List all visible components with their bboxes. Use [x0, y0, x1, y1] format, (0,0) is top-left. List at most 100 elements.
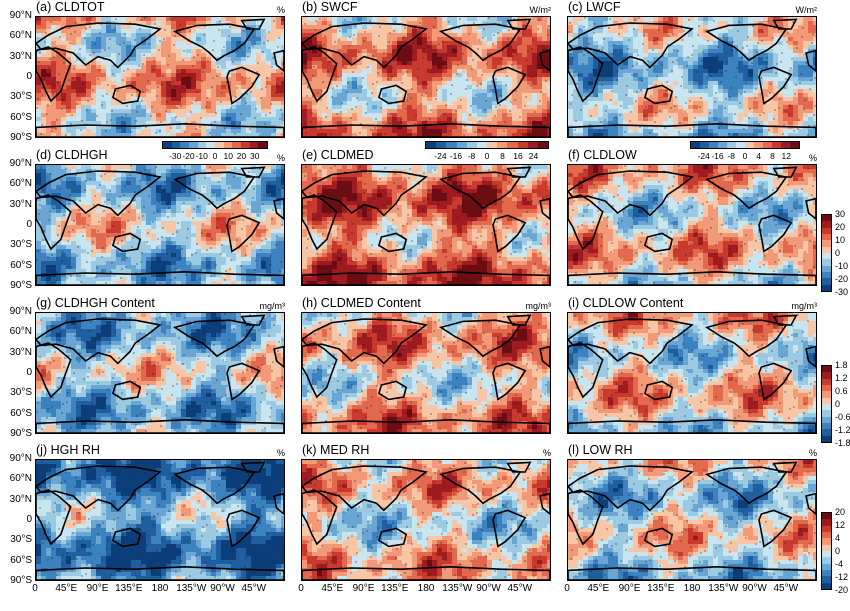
field-cell [196, 113, 202, 118]
field-cell [186, 45, 192, 50]
significance-dot [65, 134, 67, 136]
field-cell [432, 41, 438, 46]
field-cell [462, 25, 468, 30]
field-cell [477, 69, 483, 74]
field-cell [683, 29, 689, 34]
field-cell [673, 129, 679, 134]
field-cell [698, 101, 704, 106]
field-cell [76, 37, 82, 42]
field-cell [532, 69, 538, 74]
field-cell [813, 29, 816, 34]
field-cell [788, 97, 794, 102]
field-cell [728, 129, 734, 134]
field-cell [151, 61, 157, 66]
field-cell [502, 117, 508, 122]
field-cell [593, 57, 599, 62]
significance-dot [501, 58, 503, 60]
field-cell [191, 57, 197, 62]
significance-dot [438, 43, 440, 45]
field-cell [256, 105, 262, 110]
field-cell [713, 105, 719, 110]
field-cell [728, 89, 734, 94]
field-cell [146, 73, 152, 78]
field-cell [748, 89, 754, 94]
field-cell [56, 57, 62, 62]
field-cell [407, 33, 413, 38]
field-cell [623, 65, 629, 70]
field-cell [136, 33, 142, 38]
field-cell [658, 109, 664, 114]
field-cell [638, 69, 644, 74]
field-cell [91, 49, 97, 54]
field-cell [487, 133, 493, 137]
field-cell [191, 53, 197, 58]
field-cell [261, 29, 267, 34]
field-cell [507, 129, 513, 134]
field-cell [507, 97, 513, 102]
field-cell [723, 85, 729, 90]
field-cell [793, 121, 799, 126]
field-cell [36, 121, 42, 126]
field-cell [236, 125, 242, 130]
significance-dot [510, 101, 512, 103]
field-cell [377, 57, 383, 62]
field-cell [121, 81, 127, 86]
field-cell [683, 93, 689, 98]
significance-dot [350, 117, 352, 119]
field-cell [583, 129, 589, 134]
field-cell [497, 21, 503, 26]
field-cell [658, 49, 664, 54]
field-cell [482, 105, 488, 110]
field-cell [542, 33, 548, 38]
field-cell [487, 41, 493, 46]
field-cell [532, 21, 538, 26]
field-cell [352, 65, 358, 70]
field-cell [693, 125, 699, 130]
field-cell [407, 57, 413, 62]
field-cell [753, 105, 759, 110]
field-cell [46, 77, 52, 82]
field-cell [507, 105, 513, 110]
field-cell [783, 89, 789, 94]
field-cell [352, 89, 358, 94]
field-cell [693, 97, 699, 102]
field-cell [392, 97, 398, 102]
field-cell [241, 113, 247, 118]
field-cell [231, 73, 237, 78]
field-cell [352, 21, 358, 26]
field-cell [41, 49, 47, 54]
field-cell [492, 21, 498, 26]
field-cell [778, 105, 784, 110]
significance-dot [251, 82, 253, 84]
field-cell [36, 97, 42, 102]
field-cell [768, 61, 774, 66]
field-cell [166, 89, 172, 94]
field-cell [452, 85, 458, 90]
field-cell [66, 101, 72, 106]
field-cell [628, 57, 634, 62]
significance-dot [403, 36, 405, 38]
field-cell [126, 89, 132, 94]
field-cell [397, 25, 403, 30]
field-cell [673, 45, 679, 50]
field-cell [196, 69, 202, 74]
field-cell [106, 89, 112, 94]
field-cell [527, 25, 533, 30]
field-cell [382, 97, 388, 102]
field-cell [236, 49, 242, 54]
field-cell [352, 49, 358, 54]
field-cell [788, 93, 794, 98]
field-cell [251, 109, 257, 114]
field-cell [76, 129, 82, 134]
significance-dot [248, 47, 250, 49]
field-cell [427, 33, 433, 38]
field-cell [71, 129, 77, 134]
significance-dot [117, 90, 119, 92]
field-cell [623, 117, 629, 122]
field-cell [337, 93, 343, 98]
significance-dot [355, 106, 357, 108]
field-cell [467, 29, 473, 34]
field-cell [151, 129, 157, 134]
field-cell [417, 65, 423, 70]
field-cell [487, 81, 493, 86]
